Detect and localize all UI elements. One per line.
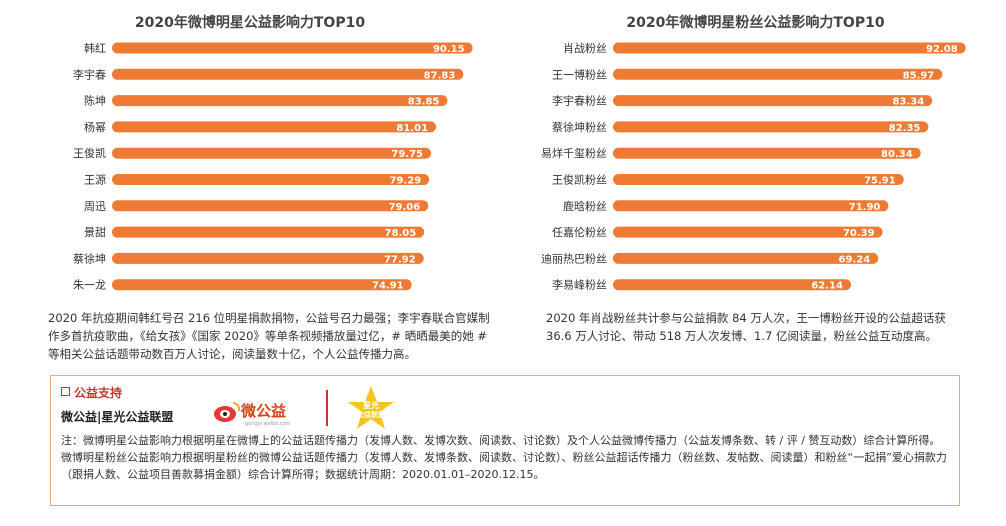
logo-star-text: 星光 [363, 400, 379, 410]
chart-title: 2020年微博明星粉丝公益影响力TOP10 [626, 15, 885, 31]
bar-9 [112, 279, 412, 291]
category-label: 陈坤 [84, 94, 106, 108]
value-label: 85.97 [903, 70, 935, 81]
value-label: 92.08 [926, 44, 958, 55]
value-label: 87.83 [424, 70, 456, 81]
value-label: 80.34 [881, 149, 913, 160]
value-label: 79.29 [390, 176, 422, 187]
bar-6 [112, 200, 429, 212]
xingguang-logo: 星光 公益联盟 [348, 386, 394, 429]
category-label: 王一博粉丝 [552, 68, 607, 81]
bar-4 [613, 147, 921, 159]
category-label: 李宇春粉丝 [552, 94, 607, 108]
support-box: 公益支持 微公益|星光公益联盟 微公益 gongyi.weibo.com 星光 … [50, 375, 960, 506]
logo-divider [326, 390, 328, 426]
category-label: 景甜 [84, 226, 106, 239]
category-label: 李宇春 [73, 67, 106, 81]
value-label: 74.91 [372, 281, 404, 292]
bar-5 [112, 174, 430, 185]
square-bullet-icon [61, 387, 70, 396]
category-label: 王俊凯 [73, 146, 106, 160]
value-label: 62.14 [811, 281, 843, 292]
logo-alliance-text: 公益联盟 [357, 410, 385, 419]
value-label: 71.90 [849, 202, 881, 213]
category-label: 肖战粉丝 [563, 41, 607, 55]
category-label: 王源 [84, 173, 106, 187]
bar-7 [613, 226, 883, 238]
bar-0 [112, 42, 473, 54]
bar-chart-svg: 肖战粉丝 92.08 王一博粉丝 85.97 李宇春粉丝 83.34 蔡徐坤粉丝 82.35 易… [541, 41, 966, 292]
bar-2 [613, 95, 933, 107]
value-label: 78.05 [385, 228, 417, 239]
support-title-text: 公益支持 [74, 386, 123, 400]
logo-text: 微公益 [240, 402, 286, 420]
bar-3 [613, 121, 929, 133]
note-2: 微博明星粉丝公益影响力根据明星粉丝的微博公益话题传播力（发博人数、发博条数、阅读… [61, 451, 947, 481]
bar-0 [613, 42, 966, 54]
bar-2 [112, 95, 448, 107]
category-label: 杨幂 [84, 120, 106, 134]
notes: 注：微博明星公益影响力根据明星在微博上的公益话题传播力（发博人数、发博次数、阅读… [61, 432, 951, 483]
category-label: 易烊千玺粉丝 [541, 146, 607, 160]
chart-title: 2020年微博明星公益影响力TOP10 [134, 15, 366, 31]
chart-star-influence: 2020年微博明星公益影响力TOP10 韩红 90.15 李宇春 87.83 陈坤 83.… [0, 0, 500, 305]
category-label: 蔡徐坤 [73, 251, 106, 265]
bar-9 [613, 279, 851, 291]
value-label: 69.24 [839, 254, 871, 265]
value-label: 79.75 [391, 149, 423, 160]
category-label: 朱一龙 [73, 279, 106, 292]
bar-8 [613, 252, 879, 264]
category-label: 李易峰粉丝 [552, 278, 607, 292]
weigongyi-logo: 微公益 gongyi.weibo.com [214, 402, 291, 427]
right-description: 2020 年肖战粉丝共计参与公益捐款 84 万人次，王一博粉丝开设的公益超话获 … [546, 311, 946, 343]
bar-8 [112, 252, 424, 264]
logo-url: gongyi.weibo.com [245, 421, 291, 427]
category-label: 任嘉伦粉丝 [552, 225, 607, 239]
value-label: 70.39 [843, 228, 875, 239]
star-icon [348, 386, 394, 429]
chart-fan-influence: 2020年微博明星粉丝公益影响力TOP10 肖战粉丝 92.08 王一博粉丝 85.9… [505, 0, 1006, 305]
value-label: 82.35 [889, 123, 921, 134]
support-organization: 微公益|星光公益联盟 [61, 410, 174, 424]
category-label: 周迅 [84, 200, 106, 213]
value-label: 83.85 [408, 97, 440, 108]
value-label: 75.91 [864, 176, 896, 187]
bar-1 [613, 68, 943, 80]
support-title: 公益支持 [61, 384, 122, 401]
category-label: 迪丽热巴粉丝 [541, 252, 607, 265]
bar-chart-svg: 韩红 90.15 李宇春 87.83 陈坤 83.85 杨幂 81.01 王俊凯 79.75 王源 7… [73, 41, 473, 292]
bar-1 [112, 68, 464, 80]
value-label: 79.06 [389, 202, 421, 213]
bar-3 [112, 121, 437, 133]
value-label: 77.92 [384, 254, 416, 265]
value-label: 83.34 [893, 97, 925, 108]
left-description: 2020 年抗疫期间韩红号召 216 位明星捐款捐物，公益号召力最强；李宇春联合… [48, 311, 490, 361]
category-label: 鹿晗粉丝 [563, 199, 607, 213]
category-label: 韩红 [84, 41, 106, 55]
value-label: 90.15 [433, 44, 465, 55]
bar-7 [112, 226, 425, 238]
bar-6 [613, 200, 889, 212]
category-label: 王俊凯粉丝 [552, 173, 607, 187]
bar-5 [613, 174, 904, 185]
bar-4 [112, 147, 431, 159]
note-1: 注：微博明星公益影响力根据明星在微博上的公益话题传播力（发博人数、发博次数、阅读… [61, 434, 941, 447]
value-label: 81.01 [396, 123, 428, 134]
category-label: 蔡徐坤粉丝 [552, 120, 607, 134]
